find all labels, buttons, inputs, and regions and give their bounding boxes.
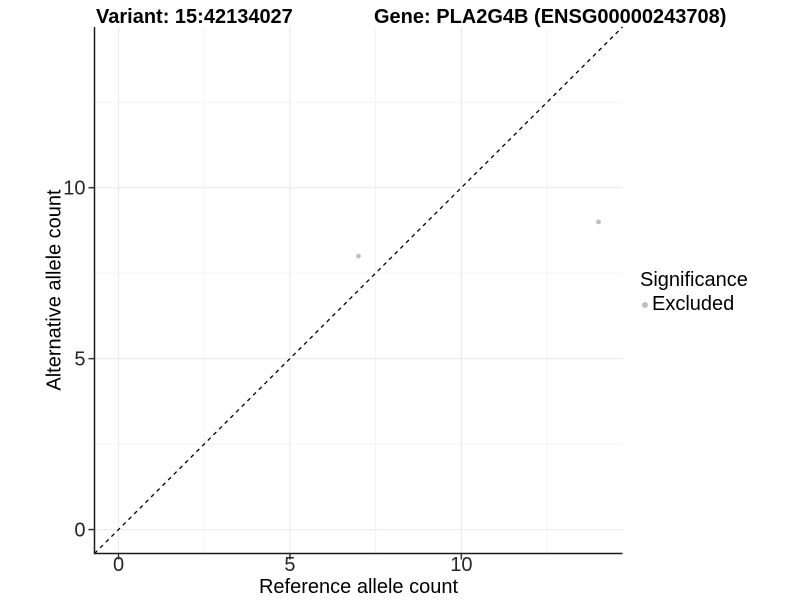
- x-axis-title: Reference allele count: [258, 576, 458, 598]
- y-axis-title: Alternative allele count: [43, 189, 66, 391]
- x-tick-label: 5: [284, 554, 295, 576]
- legend-title: Significance: [640, 269, 748, 291]
- data-point: [356, 253, 361, 259]
- plot-title-gene: Gene: PLA2G4B (ENSG00000243708): [374, 6, 727, 28]
- legend-item-excluded: Excluded: [636, 293, 748, 316]
- y-tick-label: 10: [63, 178, 85, 200]
- legend: Significance Excluded: [636, 269, 748, 316]
- x-tick-label: 10: [450, 554, 472, 576]
- identity-line: [94, 26, 623, 554]
- y-tick-label: 0: [74, 520, 85, 542]
- y-tick-label: 5: [74, 349, 85, 371]
- legend-item-label: Excluded: [652, 293, 735, 315]
- legend-point-icon: [642, 301, 648, 308]
- plot-title-variant: Variant: 15:42134027: [96, 6, 293, 28]
- x-tick-label: 0: [113, 554, 124, 576]
- data-point: [596, 219, 601, 225]
